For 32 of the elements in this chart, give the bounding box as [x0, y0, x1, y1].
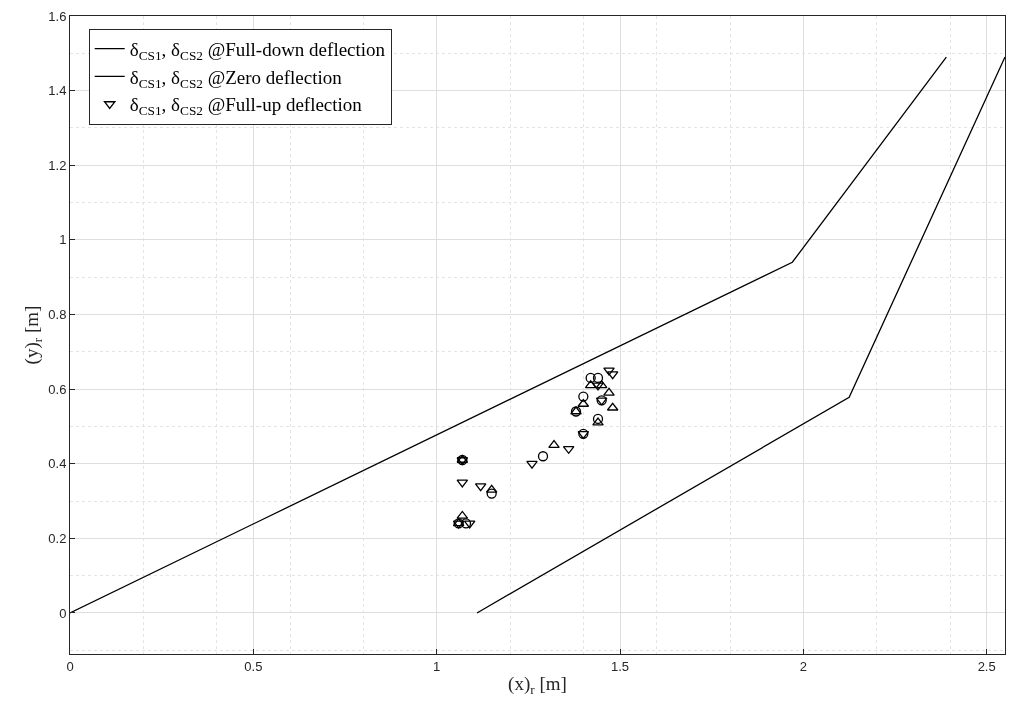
x-axis-title: (x)$_{r}$ [m]	[508, 673, 567, 698]
y-tick-label: 1	[59, 232, 67, 248]
point	[457, 454, 468, 466]
point	[578, 391, 589, 402]
y-tick-label: 0.4	[48, 456, 67, 472]
point	[526, 460, 538, 469]
point	[592, 413, 604, 425]
y-tick-label: 1.2	[48, 157, 67, 173]
y-tick-label: 1.4	[48, 83, 67, 99]
point	[585, 372, 596, 384]
legend-label: δ$_{CS1}$, δ$_{CS2}$ @Full-up deflection	[129, 94, 363, 119]
point	[592, 417, 604, 426]
legend-label: δ$_{CS1}$, δ$_{CS2}$ @Full-down deflection	[129, 39, 386, 64]
y-tick-label: 0	[59, 605, 67, 621]
y-tick-label: 0.6	[48, 381, 67, 397]
y-tick-label: 0.8	[48, 307, 67, 323]
y-tick-label: 1.6	[48, 8, 67, 24]
point	[592, 382, 604, 391]
legend-label: δ$_{CS1}$, δ$_{CS2}$ @Zero deflection	[129, 66, 343, 91]
x-tick-label: 1	[433, 658, 441, 674]
x-tick-label: 1.5	[610, 658, 630, 674]
y-tick-label: 0.2	[48, 530, 67, 546]
x-tick-label: 2	[799, 658, 807, 674]
point	[603, 387, 615, 396]
point	[537, 451, 549, 462]
x-tick-label: 0.5	[244, 658, 263, 674]
point	[460, 518, 472, 529]
point	[486, 488, 497, 499]
point	[592, 372, 604, 384]
point	[603, 367, 615, 376]
point	[548, 439, 560, 448]
x-tick-label: 2.5	[977, 658, 996, 674]
